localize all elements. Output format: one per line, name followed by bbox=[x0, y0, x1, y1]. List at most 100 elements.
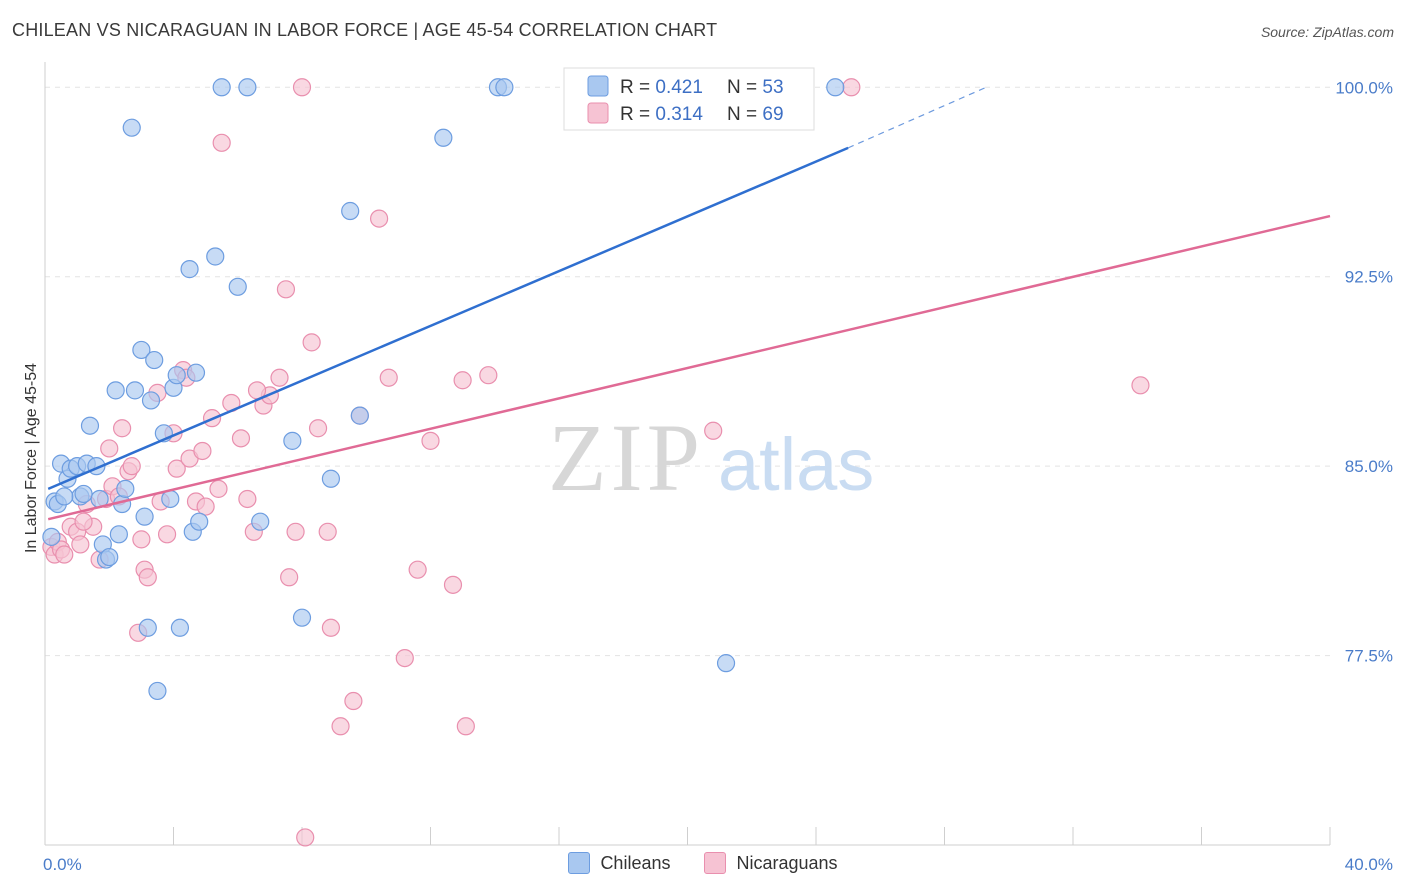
nicaraguan-point bbox=[344, 691, 363, 711]
chilean-point bbox=[135, 507, 154, 526]
chilean-point bbox=[212, 78, 231, 97]
nicaraguan-point bbox=[100, 439, 119, 458]
chilean-point bbox=[350, 406, 369, 425]
chilean-point bbox=[180, 260, 199, 279]
legend-swatch-chileans bbox=[587, 75, 609, 97]
nicaraguan-point bbox=[280, 568, 299, 587]
nicaraguan-point bbox=[331, 717, 350, 736]
y-tick-labels: 77.5% 85.0% 92.5% 100.0% bbox=[1335, 78, 1393, 665]
nicaraguan-point bbox=[443, 575, 463, 594]
nicaraguan-point bbox=[238, 489, 257, 509]
legend-item-chileans[interactable]: Chileans bbox=[568, 852, 670, 874]
nicaraguan-point bbox=[196, 497, 215, 516]
chilean-point bbox=[55, 487, 74, 506]
nicaraguan-point bbox=[112, 419, 132, 438]
trendline-chileans-extension bbox=[847, 86, 987, 149]
nicaraguan-point bbox=[308, 419, 328, 438]
nicaraguan-point bbox=[122, 457, 141, 476]
legend-label-chileans: Chileans bbox=[600, 852, 671, 873]
chilean-point bbox=[42, 527, 61, 546]
nicaraguan-point bbox=[74, 512, 93, 531]
nicaraguan-point bbox=[296, 828, 315, 847]
axes bbox=[44, 62, 1331, 846]
chilean-point bbox=[116, 479, 135, 498]
chilean-point bbox=[826, 78, 845, 97]
legend-r-value-nicaraguans: 0.314 bbox=[655, 104, 703, 125]
chilean-point bbox=[292, 608, 312, 627]
series-legend: Chileans Nicaraguans bbox=[0, 852, 1406, 874]
x-tick-labels: 0.0% 40.0% bbox=[43, 855, 1393, 874]
nicaraguan-point bbox=[408, 560, 427, 579]
legend-r-label: R = bbox=[620, 77, 655, 98]
nicaraguan-point bbox=[138, 568, 157, 587]
nicaraguan-point bbox=[292, 78, 312, 97]
chilean-point bbox=[109, 525, 128, 544]
x-tick-label: 40.0% bbox=[1345, 855, 1393, 874]
legend-item-nicaraguans[interactable]: Nicaraguans bbox=[704, 852, 838, 874]
legend-swatch-nicaraguans bbox=[704, 852, 727, 874]
trendline-nicaraguans bbox=[47, 214, 1331, 521]
legend-n-label: N = bbox=[727, 77, 762, 98]
chilean-point bbox=[138, 618, 157, 637]
svg-text:R = 0.314: R = 0.314 bbox=[620, 104, 703, 125]
chilean-point bbox=[251, 512, 270, 531]
legend-n-label: N = bbox=[727, 104, 762, 125]
legend-n-value-chileans: 53 bbox=[762, 77, 783, 98]
legend-n-value-nicaraguans: 69 bbox=[762, 104, 783, 125]
legend-r-label: R = bbox=[620, 104, 655, 125]
y-tick-label: 85.0% bbox=[1345, 457, 1393, 476]
nicaraguan-point bbox=[421, 431, 440, 450]
chilean-point bbox=[145, 350, 164, 370]
nicaraguan-point bbox=[276, 280, 296, 299]
svg-text:R = 0.421: R = 0.421 bbox=[620, 77, 703, 98]
nicaraguan-point bbox=[231, 429, 251, 448]
chilean-point bbox=[125, 381, 145, 400]
nicaraguan-point bbox=[71, 535, 90, 554]
trendlines bbox=[47, 86, 1331, 521]
chilean-point bbox=[228, 277, 247, 296]
chilean-point bbox=[161, 489, 180, 509]
nicaraguan-point bbox=[456, 717, 475, 736]
nicaraguan-point bbox=[318, 522, 337, 541]
nicaraguan-point bbox=[302, 333, 321, 352]
chilean-point bbox=[170, 618, 190, 637]
chilean-point bbox=[283, 431, 302, 450]
nicaraguan-point bbox=[379, 368, 398, 387]
chilean-point bbox=[74, 484, 93, 504]
chart-title: CHILEAN VS NICARAGUAN IN LABOR FORCE | A… bbox=[12, 20, 718, 40]
trendline-chileans bbox=[47, 146, 849, 491]
chilean-point bbox=[167, 366, 186, 385]
legend-swatch-chileans bbox=[568, 852, 591, 874]
legend-r-value-chileans: 0.421 bbox=[655, 77, 703, 98]
watermark-atlas: atlas bbox=[718, 423, 874, 506]
y-tick-label: 92.5% bbox=[1345, 268, 1393, 287]
nicaraguan-point bbox=[132, 530, 151, 549]
chilean-point bbox=[80, 416, 100, 435]
chilean-point bbox=[148, 681, 167, 701]
correlation-legend: R = 0.421 N = 53 R = 0.314 N = 69 bbox=[563, 67, 815, 131]
nicaraguan-point bbox=[193, 441, 212, 461]
nicaraguan-point bbox=[286, 522, 305, 541]
chilean-point bbox=[190, 512, 209, 531]
nicaraguan-point bbox=[395, 648, 414, 668]
nicaraguan-point bbox=[167, 459, 186, 478]
chilean-point bbox=[321, 469, 341, 488]
nicaraguan-point bbox=[212, 133, 231, 152]
nicaraguan-point bbox=[1131, 376, 1150, 395]
svg-text:N = 69: N = 69 bbox=[727, 104, 784, 125]
chilean-point bbox=[341, 201, 360, 221]
legend-label-nicaraguans: Nicaraguans bbox=[736, 852, 838, 873]
series-chileans-points bbox=[42, 78, 845, 701]
chilean-point bbox=[206, 247, 225, 266]
nicaraguan-point bbox=[453, 371, 472, 390]
chilean-point bbox=[716, 654, 736, 673]
nicaraguan-point bbox=[270, 368, 289, 387]
nicaraguan-point bbox=[479, 366, 498, 385]
chilean-point bbox=[495, 78, 514, 97]
nicaraguan-point bbox=[209, 479, 228, 498]
nicaraguan-point bbox=[157, 525, 177, 544]
chilean-point bbox=[141, 391, 161, 410]
watermark-zip: ZIP bbox=[548, 404, 704, 511]
chilean-point bbox=[434, 128, 453, 147]
